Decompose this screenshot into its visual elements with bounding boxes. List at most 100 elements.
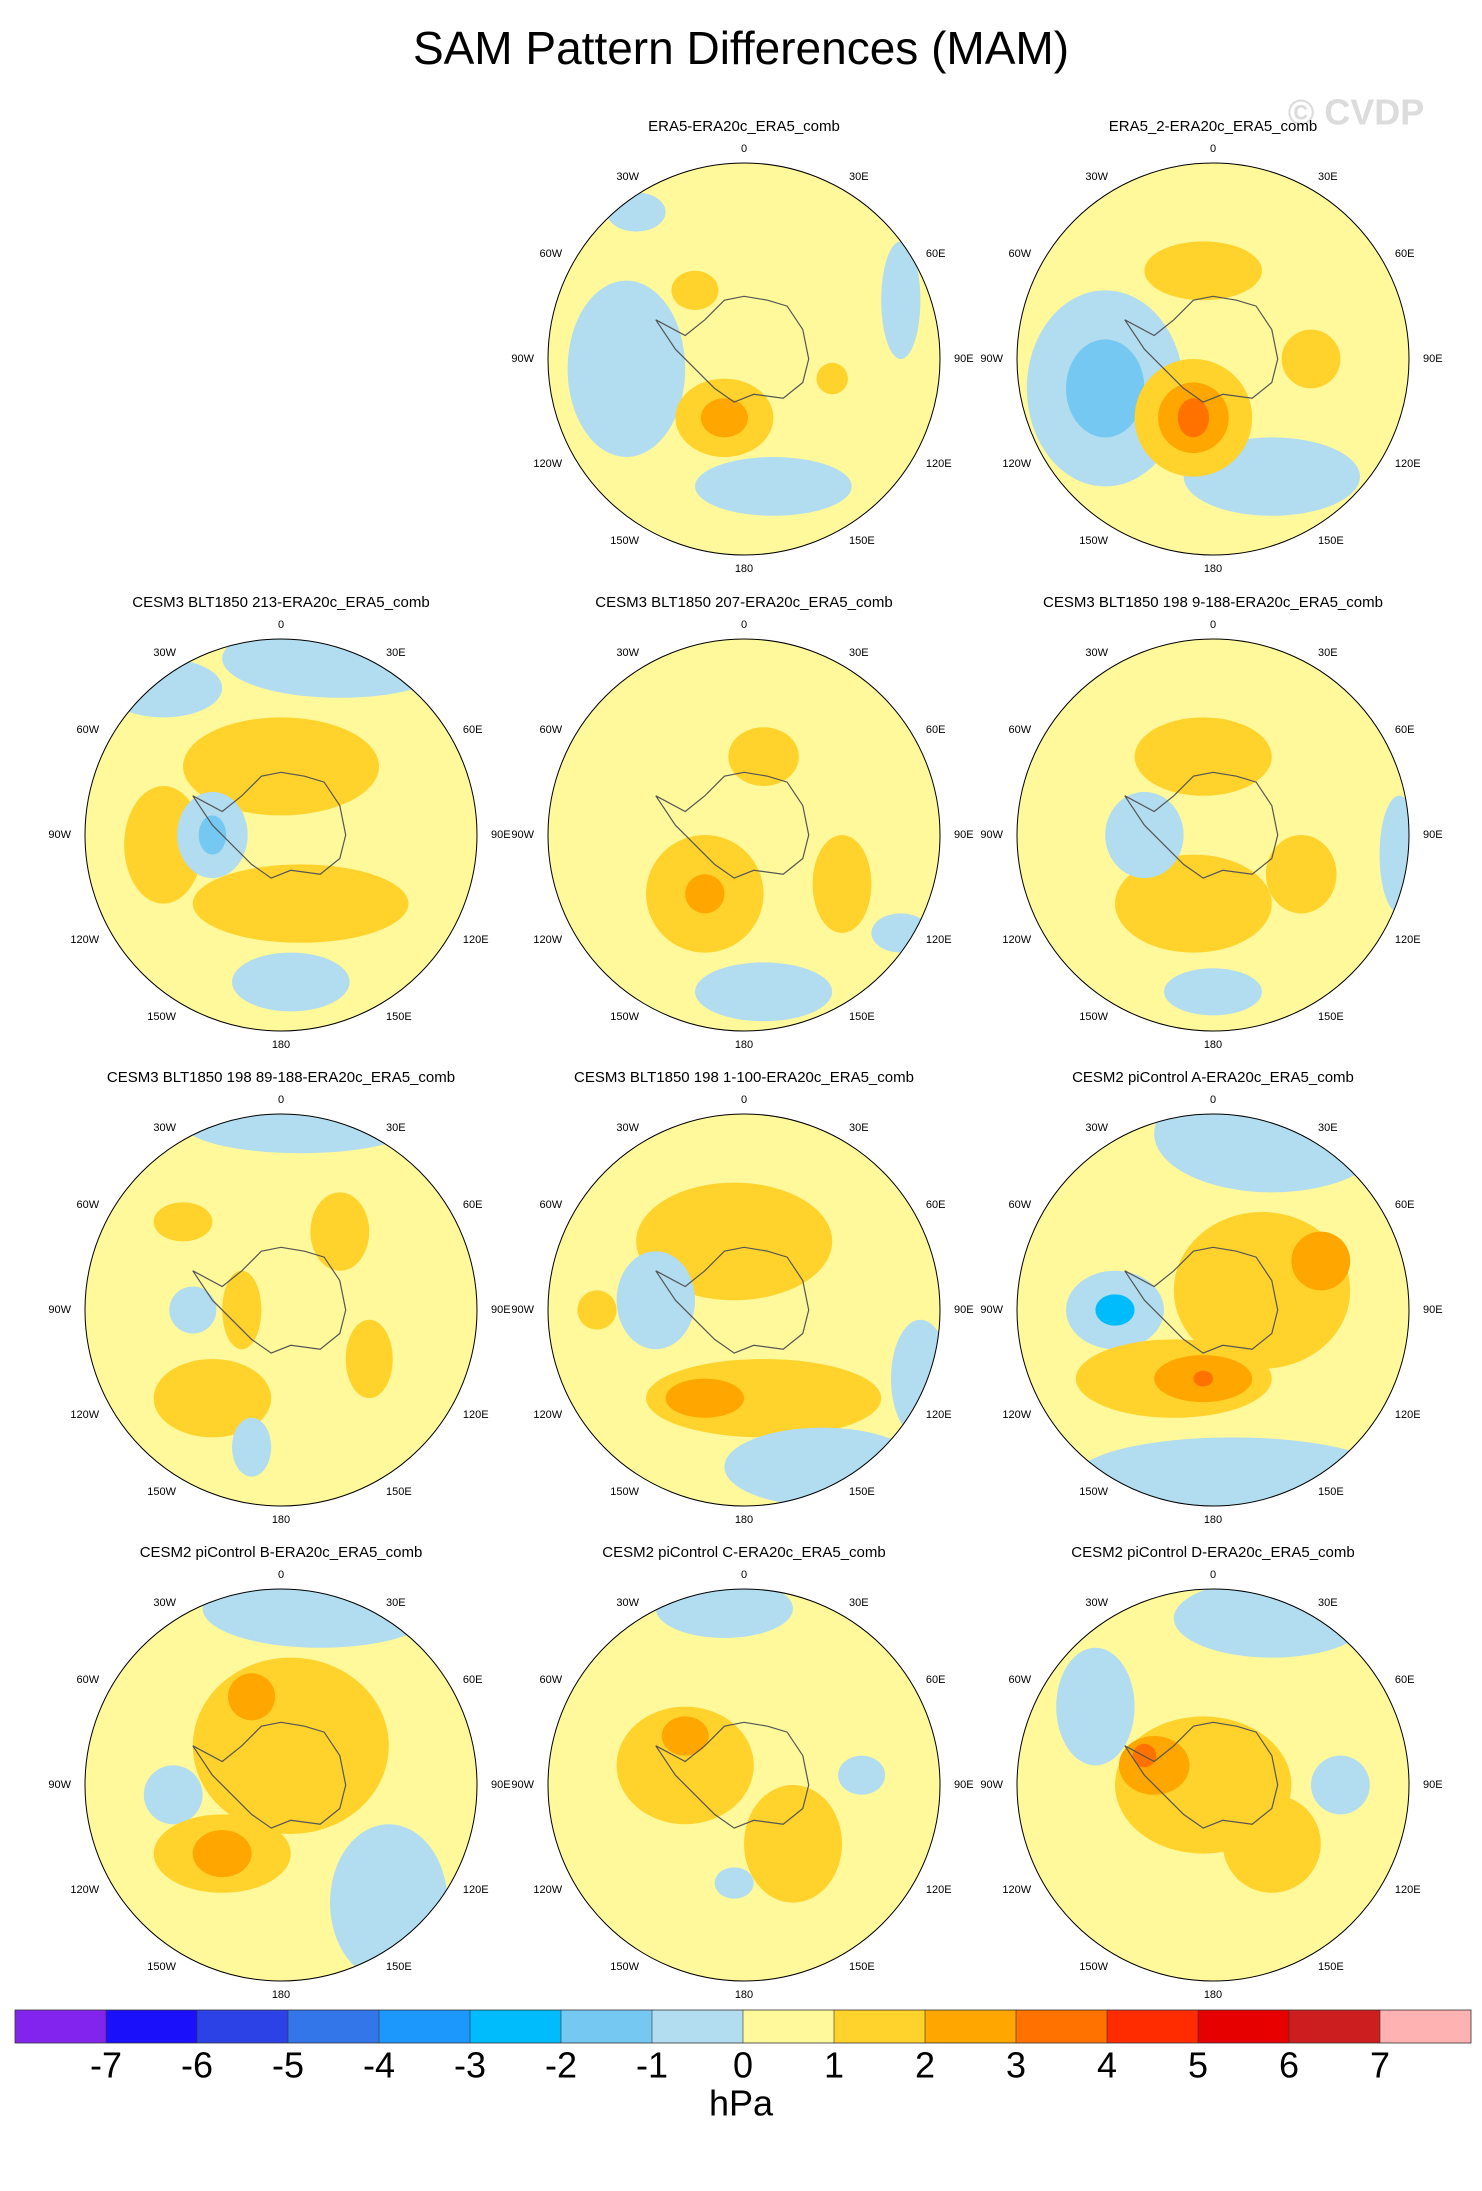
coastline: [192, 1721, 347, 1829]
figure-title: SAM Pattern Differences (MAM): [413, 22, 1069, 74]
map-border: [547, 162, 941, 556]
lon-label: 120W: [70, 1409, 99, 1421]
lon-label: 60W: [1009, 724, 1032, 736]
colorbar-box: [1380, 2010, 1471, 2043]
panel-title: ERA5-ERA20c_ERA5_comb: [648, 118, 840, 135]
lon-label: 60W: [77, 724, 100, 736]
lon-label: 60E: [926, 248, 946, 260]
lon-label: 90W: [48, 829, 71, 841]
coastline: [655, 295, 810, 403]
colorbar-box: [1289, 2010, 1380, 2043]
anomaly-region: [616, 1706, 754, 1825]
lon-label: 30W: [616, 171, 639, 183]
lon-label: 30E: [849, 1122, 869, 1134]
anomaly-region: [695, 962, 833, 1022]
map-fill: [85, 639, 477, 1031]
anomaly-region: [616, 1251, 695, 1350]
coastline: [1124, 771, 1279, 879]
anomaly-region: [1144, 241, 1262, 301]
anomaly-region: [661, 1716, 709, 1756]
anomaly-region: [1291, 1231, 1351, 1291]
colorbar-tick-label: -6: [181, 2045, 213, 2086]
anomaly-region: [1118, 1736, 1190, 1795]
map-border: [1016, 162, 1410, 556]
lon-label: 180: [735, 1039, 753, 1051]
anomaly-region: [1095, 1294, 1135, 1326]
panel-title: CESM2 piControl C-ERA20c_ERA5_comb: [602, 1544, 885, 1561]
map-border: [1016, 1588, 1410, 1982]
anomaly-region: [232, 1417, 272, 1477]
anomaly-region: [671, 270, 719, 310]
colorbar-border: [14, 2009, 1472, 2044]
map-background: [85, 1114, 477, 1506]
anomaly-region: [816, 362, 848, 395]
lon-label: 0: [741, 1094, 747, 1106]
lon-label: 180: [1204, 1039, 1222, 1051]
lon-label: 30W: [153, 1597, 176, 1609]
lon-label: 150E: [849, 535, 875, 547]
colorbar-tick-label: 0: [733, 2045, 753, 2086]
lon-label: 120W: [70, 1884, 99, 1896]
map-fill: [85, 1114, 477, 1506]
lon-label: 0: [278, 1569, 284, 1581]
lon-label: 60E: [926, 1199, 946, 1211]
lon-label: 60E: [926, 1674, 946, 1686]
lon-label: 120W: [533, 934, 562, 946]
panel-title: CESM3 BLT1850 207-ERA20c_ERA5_comb: [595, 594, 892, 611]
lon-label: 60W: [540, 724, 563, 736]
lon-label: 120W: [533, 458, 562, 470]
panel-title: CESM2 piControl B-ERA20c_ERA5_comb: [140, 1544, 423, 1561]
panel-title: ERA5_2-ERA20c_ERA5_comb: [1109, 118, 1317, 135]
colorbar-box: [470, 2010, 561, 2043]
colorbar-tick-label: -5: [272, 2045, 304, 2086]
lon-label: 180: [1204, 1514, 1222, 1526]
lon-label: 120E: [926, 1884, 952, 1896]
lon-label: 150W: [1079, 1486, 1108, 1498]
anomaly-region: [728, 727, 799, 786]
anomaly-region: [192, 1830, 252, 1878]
colorbar-box: [379, 2010, 470, 2043]
lon-label: 120E: [463, 1409, 489, 1421]
colorbar-tick-label: 7: [1370, 2045, 1390, 2086]
map-fill: [548, 163, 940, 555]
lon-label: 150E: [1318, 1961, 1344, 1973]
lon-label: 90W: [511, 1304, 534, 1316]
anomaly-region: [1177, 398, 1210, 438]
anomaly-region: [198, 815, 227, 855]
lon-label: 90W: [511, 1779, 534, 1791]
map-panel: CESM3 BLT1850 207-ERA20c_ERA5_comb 0 30E 60…: [511, 594, 973, 1051]
lon-label: 60E: [463, 724, 483, 736]
lon-label: 30E: [1318, 1597, 1338, 1609]
coastline: [655, 771, 810, 879]
lon-label: 180: [1204, 1989, 1222, 2001]
lon-label: 60W: [1009, 1674, 1032, 1686]
anomaly-region: [228, 1673, 276, 1721]
map-border: [547, 1588, 941, 1982]
anomaly-region: [1164, 968, 1262, 1016]
lon-label: 150E: [849, 1961, 875, 1973]
map-border: [1016, 638, 1410, 1032]
lon-label: 150E: [1318, 1486, 1344, 1498]
lon-label: 120E: [1395, 1884, 1421, 1896]
coastline: [1124, 295, 1279, 403]
anomaly-region: [812, 835, 872, 933]
colorbar-tick-label: -1: [636, 2045, 668, 2086]
anomaly-region: [606, 192, 666, 232]
lon-label: 90E: [1423, 1779, 1443, 1791]
map-fill: [548, 1589, 940, 1981]
lon-label: 0: [1210, 1094, 1216, 1106]
lon-label: 90W: [48, 1779, 71, 1791]
map-panel: CESM3 BLT1850 198 89-188-ERA20c_ERA5_com…: [48, 1069, 510, 1526]
colorbar-box: [925, 2010, 1016, 2043]
lon-label: 60W: [77, 1199, 100, 1211]
lon-label: 180: [735, 563, 753, 575]
lon-label: 90W: [980, 1779, 1003, 1791]
lon-label: 30E: [1318, 647, 1338, 659]
lon-label: 150E: [386, 1486, 412, 1498]
lon-label: 150W: [1079, 1011, 1108, 1023]
colorbar-box: [15, 2010, 106, 2043]
lon-label: 30W: [1085, 1122, 1108, 1134]
anomaly-region: [1311, 1755, 1370, 1815]
lon-label: 120E: [1395, 1409, 1421, 1421]
